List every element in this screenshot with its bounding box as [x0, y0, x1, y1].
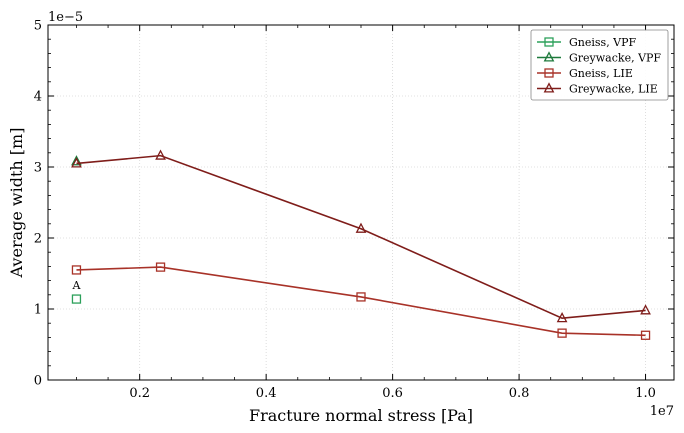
legend-box: [530, 29, 669, 101]
data-point: [71, 157, 82, 168]
legend-label: Gneiss, VPF: [569, 36, 637, 49]
x-tick-label: 0.4: [256, 386, 277, 401]
y-tick-label: 3: [34, 161, 42, 176]
y-tick-label: 5: [34, 19, 42, 34]
y-tick-label: 0: [34, 374, 42, 389]
data-point: [356, 292, 366, 302]
y-tick-label: 4: [34, 90, 42, 105]
x-axis-offset-label: 1e7: [650, 404, 674, 419]
data-point: [640, 304, 651, 315]
annotations: A: [71, 279, 81, 292]
y-tick-label: 1: [34, 303, 42, 318]
legend-label: Greywacke, VPF: [569, 52, 661, 65]
data-point: [71, 294, 82, 304]
data-point: [556, 312, 568, 323]
x-axis-label: Fracture normal stress [Pa]: [249, 406, 473, 425]
legend-item: Greywacke, VPF: [537, 51, 661, 65]
data-point: [640, 330, 651, 340]
series-line: [76, 266, 646, 337]
axis-ticks: 0.2 0.4 0.6 0.8 1.0 0 1 2 3 4 5: [34, 19, 674, 401]
annotation-label: A: [71, 279, 81, 292]
x-tick-label: 1.0: [635, 386, 656, 401]
data-point: [71, 265, 82, 275]
data-point: [155, 149, 166, 160]
series-gneiss-lie: [71, 262, 651, 340]
legend-marker: [543, 51, 555, 62]
x-tick-label: 0.8: [509, 386, 530, 401]
y-tick-label: 2: [34, 232, 42, 247]
legend-marker: [543, 82, 555, 93]
data-point: [71, 155, 82, 166]
plot-series: [71, 149, 651, 340]
legend-marker: [544, 37, 554, 47]
data-point: [557, 328, 567, 338]
legend-label: Gneiss, LIE: [569, 67, 633, 80]
y-axis-label: Average width [m]: [7, 128, 26, 279]
legend-item: Greywacke, LIE: [537, 82, 658, 96]
x-tick-label: 0.6: [382, 386, 403, 401]
series-greywacke-lie: [71, 149, 651, 323]
series-gneiss-vpf: [71, 294, 82, 304]
legend-item: Gneiss, VPF: [537, 36, 637, 49]
data-point: [355, 222, 367, 233]
legend-item: Gneiss, LIE: [537, 67, 633, 80]
y-axis-offset-label: 1e−5: [48, 10, 83, 25]
series-line: [76, 154, 646, 320]
x-tick-label: 0.2: [129, 386, 150, 401]
series-greywacke-vpf: [71, 155, 82, 166]
legend-marker: [544, 68, 554, 78]
legend: Gneiss, VPF Greywacke, VPF Gneiss, LIE Grey…: [530, 29, 669, 101]
data-point: [155, 262, 166, 272]
legend-label: Greywacke, LIE: [569, 83, 658, 96]
